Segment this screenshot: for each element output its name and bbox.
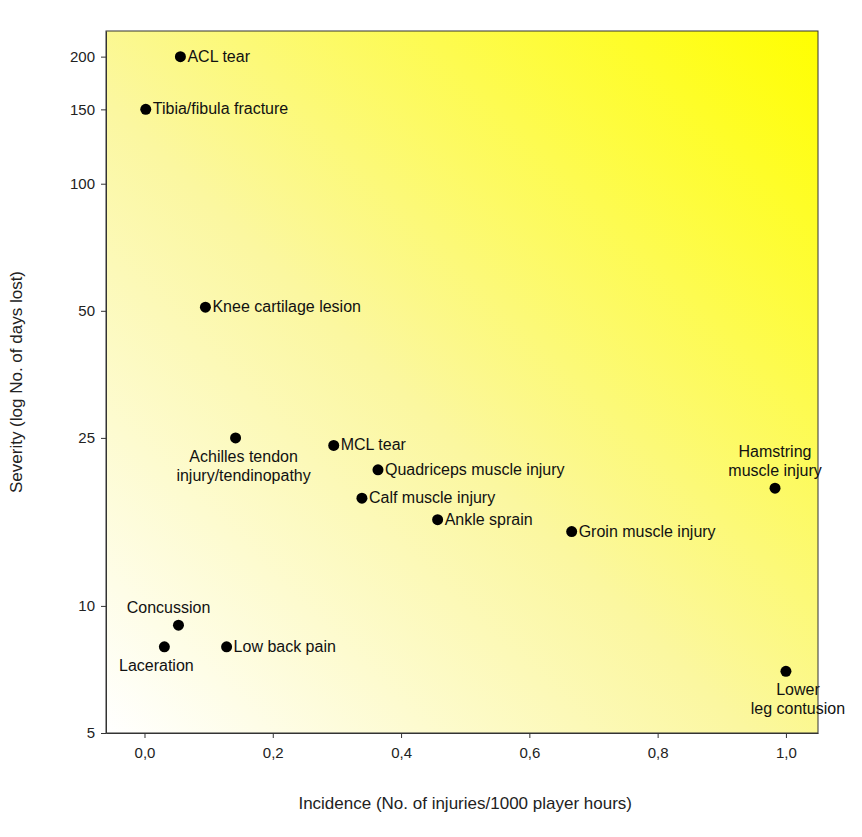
point-label-line: Laceration	[119, 657, 194, 674]
tick-mark	[101, 184, 106, 185]
point-label: Hamstring muscle injury	[728, 443, 821, 479]
point	[159, 641, 170, 652]
point-label-line: Achilles tendon	[189, 448, 298, 465]
tick: 50	[78, 302, 106, 319]
tick-label: 100	[70, 175, 95, 192]
y-axis-title: Severity (log No. of days lost)	[7, 271, 26, 493]
point	[780, 666, 791, 677]
point-label: Concussion	[127, 599, 211, 616]
point	[372, 464, 383, 475]
tick: 0,6	[519, 733, 540, 761]
point-label: Ankle sprain	[445, 511, 533, 528]
x-axis: 0,0 0,2 0,4 0,6 0,8 1,0	[107, 733, 819, 761]
point-label-line: Ankle sprain	[445, 511, 533, 528]
axis-line	[107, 733, 819, 734]
point-label-line: Lower	[776, 681, 820, 698]
plot: 5 10 25 50 100 150 200 0,0 0,2 0,4 0,6 0,8 1,0 ACL te…	[70, 31, 845, 761]
point-label-line: ACL tear	[187, 48, 250, 65]
tick: 0,2	[263, 733, 284, 761]
tick: 150	[70, 101, 106, 118]
point	[200, 302, 211, 313]
tick-mark	[529, 733, 530, 738]
point	[173, 620, 184, 631]
plot-frame	[106, 31, 818, 733]
point-label: Quadriceps muscle injury	[385, 461, 565, 478]
x-axis-title: Incidence (No. of injuries/1000 player h…	[298, 794, 632, 813]
point	[770, 483, 781, 494]
point	[432, 514, 443, 525]
tick: 0,4	[391, 733, 412, 761]
point-label: Lower leg contusion	[751, 681, 845, 717]
tick-mark	[101, 733, 106, 734]
tick-mark	[786, 733, 787, 738]
point-label: Low back pain	[234, 638, 336, 655]
point-label-line: Hamstring	[739, 443, 812, 460]
point-label: Calf muscle injury	[369, 489, 495, 506]
tick-label: 10	[78, 597, 95, 614]
tick-label: 1,0	[776, 744, 797, 761]
tick-mark	[101, 606, 106, 607]
tick: 200	[70, 48, 106, 65]
tick: 0,0	[135, 733, 156, 761]
point-label-line: injury/tendinopathy	[176, 467, 310, 484]
y-axis: 5 10 25 50 100 150 200	[70, 32, 107, 742]
tick-mark	[658, 733, 659, 738]
point-label-line: Groin muscle injury	[579, 523, 716, 540]
tick: 25	[78, 429, 106, 446]
point-label-line: MCL tear	[341, 436, 407, 453]
points	[140, 51, 791, 677]
tick-label: 25	[78, 429, 95, 446]
tick-label: 200	[70, 48, 95, 65]
point-label: Knee cartilage lesion	[212, 298, 361, 315]
point-label-line: muscle injury	[728, 462, 821, 479]
point-label: Tibia/fibula fracture	[153, 100, 289, 117]
tick-mark	[101, 57, 106, 58]
point	[328, 440, 339, 451]
axis-line	[106, 32, 107, 734]
point-label: Groin muscle injury	[579, 523, 716, 540]
tick-label: 0,4	[391, 744, 412, 761]
tick-label: 0,2	[263, 744, 284, 761]
tick: 5	[87, 724, 106, 741]
point-label: ACL tear	[187, 48, 250, 65]
point-label-line: Tibia/fibula fracture	[153, 100, 289, 117]
point	[356, 493, 367, 504]
point-labels: ACL tear Tibia/fibula fracture Knee cartil…	[119, 48, 845, 718]
tick-label: 50	[78, 302, 95, 319]
tick-mark	[401, 733, 402, 738]
tick: 1,0	[776, 733, 797, 761]
point-label-line: leg contusion	[751, 700, 845, 717]
tick-mark	[144, 733, 145, 738]
tick-mark	[101, 109, 106, 110]
point-label-line: Knee cartilage lesion	[212, 298, 361, 315]
tick-mark	[101, 438, 106, 439]
tick-label: 150	[70, 101, 95, 118]
point	[566, 526, 577, 537]
point-label-line: Low back pain	[234, 638, 336, 655]
point-label: Laceration	[119, 657, 194, 674]
point	[140, 104, 151, 115]
tick: 100	[70, 175, 106, 192]
point-label-line: Calf muscle injury	[369, 489, 495, 506]
tick-mark	[273, 733, 274, 738]
point-label-line: Quadriceps muscle injury	[385, 461, 565, 478]
point-label: Achilles tendon injury/tendinopathy	[176, 448, 310, 484]
point	[175, 51, 186, 62]
tick: 10	[78, 597, 106, 614]
tick: 0,8	[648, 733, 669, 761]
tick-label: 5	[87, 724, 95, 741]
tick-label: 0,6	[519, 744, 540, 761]
point	[221, 641, 232, 652]
point	[230, 432, 241, 443]
point-label-line: Concussion	[127, 599, 211, 616]
point-label: MCL tear	[341, 436, 407, 453]
tick-label: 0,8	[648, 744, 669, 761]
tick-label: 0,0	[135, 744, 156, 761]
chart: 5 10 25 50 100 150 200 0,0 0,2 0,4 0,6 0,8 1,0 ACL te…	[0, 0, 862, 837]
tick-mark	[101, 311, 106, 312]
